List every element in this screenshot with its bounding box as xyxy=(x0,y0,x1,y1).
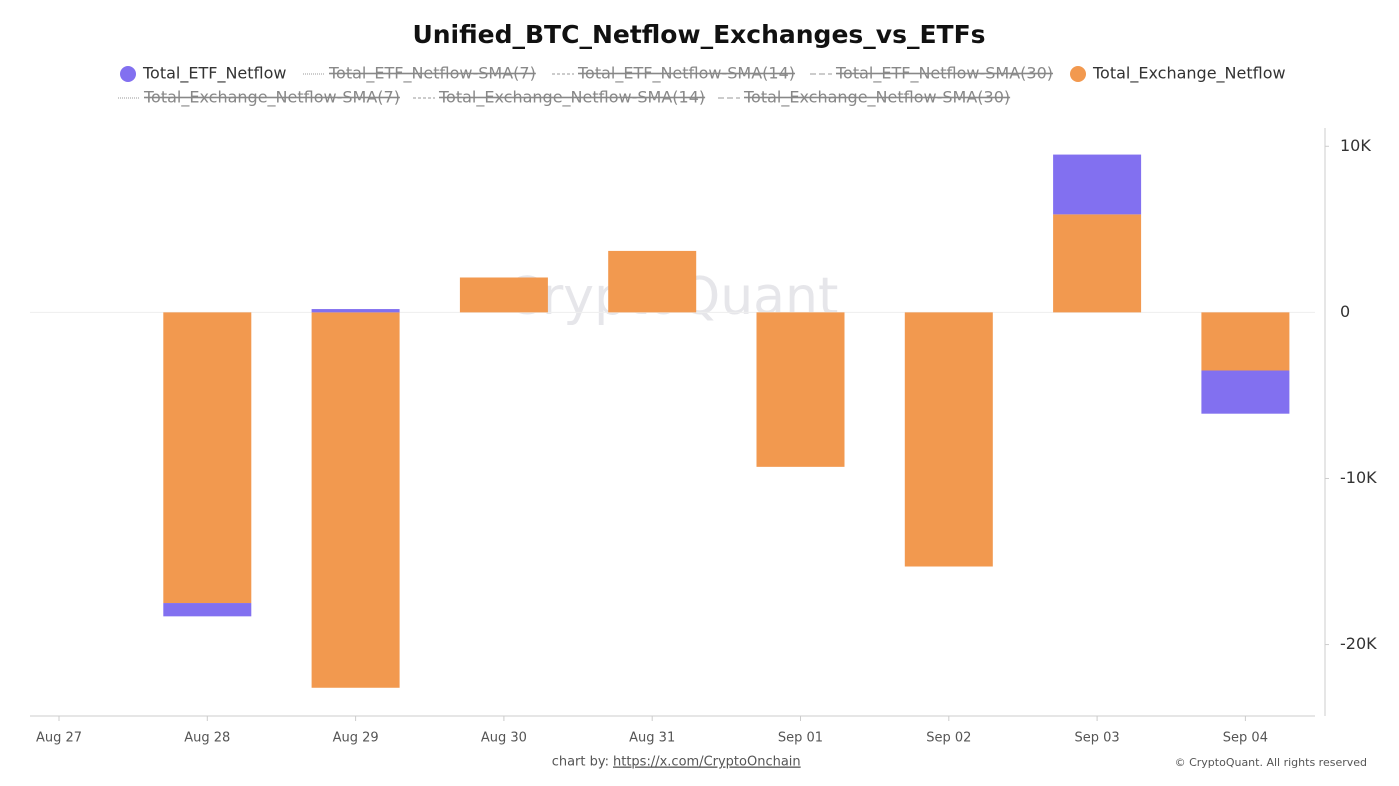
x-tick-label: Aug 31 xyxy=(629,731,675,746)
bar-segment xyxy=(1053,214,1142,313)
x-tick-label: Sep 04 xyxy=(1223,731,1268,746)
y-tick-label: -10K xyxy=(1340,468,1377,487)
legend-label: Total_ETF_Netflow-SMA(14) xyxy=(577,64,795,84)
x-tick-label: Sep 01 xyxy=(778,731,823,746)
legend-label: Total_Exchange_Netflow-SMA(14) xyxy=(438,88,705,108)
copyright: © CryptoQuant. All rights reserved xyxy=(1175,756,1367,769)
legend-label: Total_Exchange_Netflow-SMA(7) xyxy=(143,88,400,108)
y-tick-label: -20K xyxy=(1340,634,1377,653)
legend-label: Total_Exchange_Netflow-SMA(30) xyxy=(743,88,1010,108)
credit-link[interactable]: https://x.com/CryptoOnchain xyxy=(613,755,801,770)
bar-segment xyxy=(459,277,548,313)
chart-title: Unified_BTC_Netflow_Exchanges_vs_ETFs xyxy=(412,20,985,49)
bar-segment xyxy=(311,309,400,313)
x-tick-label: Aug 30 xyxy=(481,731,527,746)
credit-prefix: chart by: xyxy=(552,755,609,770)
bar-segment xyxy=(1201,370,1290,414)
y-tick-label: 0 xyxy=(1340,302,1350,321)
legend-label: Total_ETF_Netflow xyxy=(142,64,287,84)
x-tick-label: Aug 27 xyxy=(36,731,82,746)
bar-segment xyxy=(1053,154,1142,215)
x-tick-label: Aug 28 xyxy=(184,731,230,746)
x-tick-label: Sep 02 xyxy=(926,731,971,746)
bar-segment xyxy=(756,312,845,467)
bar-segment xyxy=(311,312,400,688)
bar-segment xyxy=(1201,312,1290,371)
bar-segment xyxy=(904,312,993,567)
y-tick-label: 10K xyxy=(1340,136,1371,155)
legend-swatch xyxy=(120,66,136,82)
bar-segment xyxy=(163,603,252,617)
legend-swatch xyxy=(1070,66,1086,82)
x-tick-label: Aug 29 xyxy=(333,731,379,746)
bar-segment xyxy=(608,250,697,313)
legend-label: Total_ETF_Netflow-SMA(30) xyxy=(835,64,1053,84)
x-tick-label: Sep 03 xyxy=(1075,731,1120,746)
bar-segment xyxy=(163,312,252,604)
legend-label: Total_Exchange_Netflow xyxy=(1092,64,1286,84)
legend-label: Total_ETF_Netflow-SMA(7) xyxy=(328,64,536,84)
